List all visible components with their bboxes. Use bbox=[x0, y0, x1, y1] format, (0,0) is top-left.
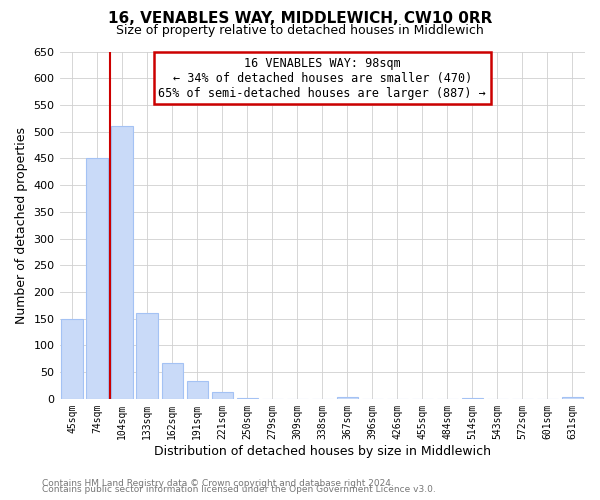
Text: Contains HM Land Registry data © Crown copyright and database right 2024.: Contains HM Land Registry data © Crown c… bbox=[42, 478, 394, 488]
Text: 16 VENABLES WAY: 98sqm
← 34% of detached houses are smaller (470)
65% of semi-de: 16 VENABLES WAY: 98sqm ← 34% of detached… bbox=[158, 56, 486, 100]
Bar bbox=[161, 363, 183, 399]
X-axis label: Distribution of detached houses by size in Middlewich: Distribution of detached houses by size … bbox=[154, 444, 491, 458]
Text: Contains public sector information licensed under the Open Government Licence v3: Contains public sector information licen… bbox=[42, 485, 436, 494]
Bar bbox=[212, 392, 233, 399]
Bar bbox=[462, 398, 483, 399]
Y-axis label: Number of detached properties: Number of detached properties bbox=[15, 126, 28, 324]
Bar bbox=[86, 158, 108, 399]
Bar bbox=[61, 318, 83, 399]
Bar bbox=[337, 397, 358, 399]
Bar bbox=[187, 381, 208, 399]
Bar bbox=[236, 398, 258, 399]
Text: Size of property relative to detached houses in Middlewich: Size of property relative to detached ho… bbox=[116, 24, 484, 37]
Text: 16, VENABLES WAY, MIDDLEWICH, CW10 0RR: 16, VENABLES WAY, MIDDLEWICH, CW10 0RR bbox=[108, 11, 492, 26]
Bar bbox=[562, 397, 583, 399]
Bar bbox=[112, 126, 133, 399]
Bar bbox=[136, 314, 158, 399]
